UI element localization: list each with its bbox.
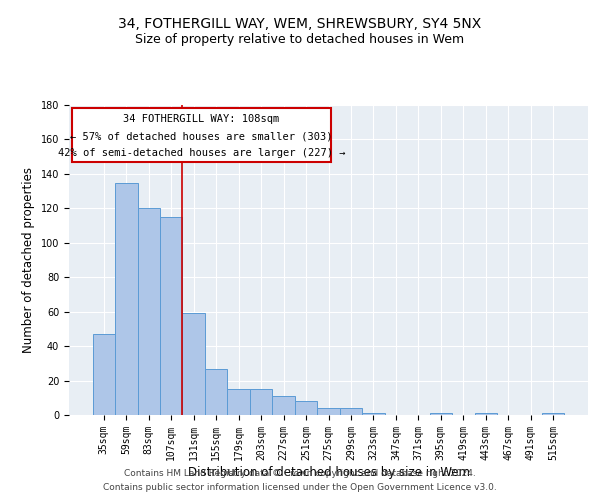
Bar (542, 414, 565, 415)
Bar (115, 182, 137, 415)
Bar (272, 396, 295, 415)
Bar (137, 208, 160, 415)
Bar (295, 401, 317, 415)
Text: Contains public sector information licensed under the Open Government Licence v3: Contains public sector information licen… (103, 484, 497, 492)
Bar (317, 408, 340, 415)
Text: 34, FOTHERGILL WAY, WEM, SHREWSBURY, SY4 5NX: 34, FOTHERGILL WAY, WEM, SHREWSBURY, SY4… (118, 18, 482, 32)
Bar (227, 389, 250, 415)
Text: Contains HM Land Registry data © Crown copyright and database right 2024.: Contains HM Land Registry data © Crown c… (124, 468, 476, 477)
X-axis label: Distribution of detached houses by size in Wem: Distribution of detached houses by size … (187, 466, 470, 478)
Bar (182, 314, 205, 415)
Bar (475, 414, 497, 415)
Bar (362, 414, 385, 415)
FancyBboxPatch shape (71, 108, 331, 162)
Bar (430, 414, 452, 415)
Text: 42% of semi-detached houses are larger (227) →: 42% of semi-detached houses are larger (… (58, 148, 345, 158)
Bar (340, 408, 362, 415)
Text: ← 57% of detached houses are smaller (303): ← 57% of detached houses are smaller (30… (70, 132, 332, 141)
Y-axis label: Number of detached properties: Number of detached properties (22, 167, 35, 353)
Text: 34 FOTHERGILL WAY: 108sqm: 34 FOTHERGILL WAY: 108sqm (123, 114, 280, 124)
Text: Size of property relative to detached houses in Wem: Size of property relative to detached ho… (136, 32, 464, 46)
Bar (205, 368, 227, 415)
Bar (250, 389, 272, 415)
Bar (92, 334, 115, 415)
Bar (160, 217, 182, 415)
